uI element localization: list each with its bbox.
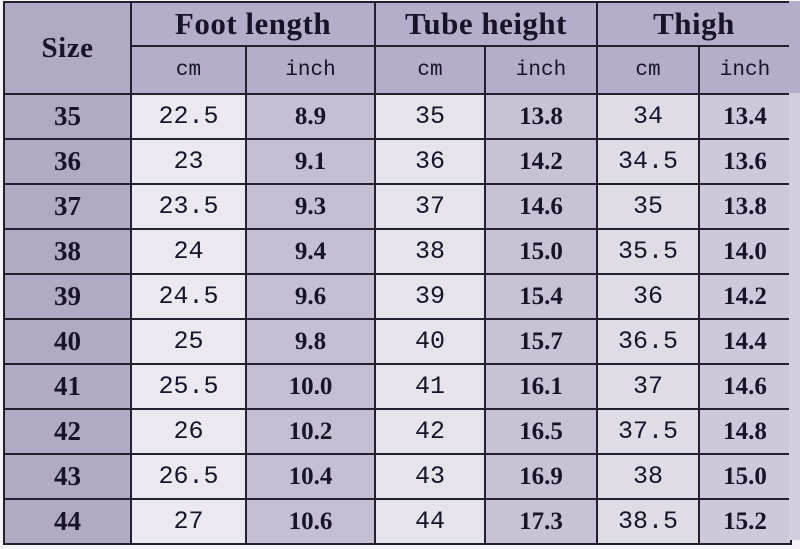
cell-tube-height-cm: 42 (374, 408, 486, 455)
cell-foot-length-cm: 22.5 (130, 93, 247, 140)
cell-tube-height-inch: 16.5 (484, 408, 598, 455)
table-row-size-44: 44 27 10.6 44 17.3 38.5 15.2 (3, 498, 792, 545)
cell-thigh-cm: 35 (596, 183, 700, 230)
cell-foot-length-inch: 9.8 (245, 318, 376, 365)
cell-foot-length-inch: 10.4 (245, 453, 376, 500)
table-row-size-42: 42 26 10.2 42 16.5 37.5 14.8 (3, 408, 792, 455)
column-group-tube-height: Tube height (374, 1, 598, 47)
cell-size: 36 (3, 138, 132, 185)
cell-tube-height-cm: 44 (374, 498, 486, 545)
column-group-thigh: Thigh (596, 1, 792, 47)
cell-thigh-inch: 14.2 (698, 273, 792, 320)
cell-foot-length-inch: 9.6 (245, 273, 376, 320)
cell-foot-length-inch: 9.4 (245, 228, 376, 275)
table-row-size-35: 35 22.5 8.9 35 13.8 34 13.4 (3, 93, 792, 140)
cell-thigh-cm: 34.5 (596, 138, 700, 185)
cell-tube-height-inch: 15.0 (484, 228, 598, 275)
cell-tube-height-inch: 14.6 (484, 183, 598, 230)
cell-tube-height-inch: 17.3 (484, 498, 598, 545)
column-group-foot-length: Foot length (130, 1, 376, 47)
cell-foot-length-cm: 25.5 (130, 363, 247, 410)
cell-thigh-cm: 37.5 (596, 408, 700, 455)
cell-foot-length-inch: 9.3 (245, 183, 376, 230)
cell-thigh-cm: 35.5 (596, 228, 700, 275)
cell-tube-height-inch: 15.4 (484, 273, 598, 320)
cell-tube-height-inch: 13.8 (484, 93, 598, 140)
cell-thigh-cm: 36 (596, 273, 700, 320)
cell-tube-height-cm: 37 (374, 183, 486, 230)
unit-header-tube-inch: inch (484, 45, 598, 95)
unit-header-thigh-cm: cm (596, 45, 700, 95)
cell-foot-length-inch: 10.2 (245, 408, 376, 455)
cell-size: 38 (3, 228, 132, 275)
cell-thigh-cm: 38 (596, 453, 700, 500)
cell-foot-length-cm: 25 (130, 318, 247, 365)
cell-thigh-inch: 15.2 (698, 498, 792, 545)
cell-tube-height-cm: 35 (374, 93, 486, 140)
cell-thigh-inch: 14.6 (698, 363, 792, 410)
cell-thigh-inch: 14.8 (698, 408, 792, 455)
table-row-size-40: 40 25 9.8 40 15.7 36.5 14.4 (3, 318, 792, 365)
unit-header-thigh-inch: inch (698, 45, 792, 95)
cell-tube-height-cm: 43 (374, 453, 486, 500)
header-unit-row: cm inch cm inch cm inch (4, 45, 792, 95)
cell-foot-length-cm: 24 (130, 228, 247, 275)
table-row-size-38: 38 24 9.4 38 15.0 35.5 14.0 (3, 228, 792, 275)
unit-header-foot-cm: cm (130, 45, 247, 95)
cell-size: 39 (3, 273, 132, 320)
table-row-size-41: 41 25.5 10.0 41 16.1 37 14.6 (3, 363, 792, 410)
cell-thigh-inch: 15.0 (698, 453, 792, 500)
cell-tube-height-cm: 39 (374, 273, 486, 320)
cell-tube-height-inch: 14.2 (484, 138, 598, 185)
cell-size: 35 (3, 93, 132, 140)
cell-thigh-inch: 13.4 (698, 93, 792, 140)
cropped-edge-strip (789, 1, 800, 540)
cell-tube-height-cm: 41 (374, 363, 486, 410)
table-row-size-36: 36 23 9.1 36 14.2 34.5 13.6 (3, 138, 792, 185)
cell-size: 42 (3, 408, 132, 455)
column-header-size: Size (3, 1, 132, 95)
cell-tube-height-cm: 36 (374, 138, 486, 185)
cell-foot-length-inch: 9.1 (245, 138, 376, 185)
cell-size: 44 (3, 498, 132, 545)
cell-foot-length-cm: 24.5 (130, 273, 247, 320)
cell-thigh-inch: 13.8 (698, 183, 792, 230)
cell-foot-length-inch: 10.6 (245, 498, 376, 545)
cell-tube-height-inch: 15.7 (484, 318, 598, 365)
cell-tube-height-inch: 16.9 (484, 453, 598, 500)
size-chart-table: Size Foot length Tube height Thigh cm in… (3, 1, 792, 545)
unit-header-tube-cm: cm (374, 45, 486, 95)
cell-thigh-cm: 38.5 (596, 498, 700, 545)
cell-foot-length-cm: 26 (130, 408, 247, 455)
cell-size: 40 (3, 318, 132, 365)
header-group-row: Size Foot length Tube height Thigh (3, 1, 792, 95)
cell-foot-length-inch: 10.0 (245, 363, 376, 410)
cell-tube-height-inch: 16.1 (484, 363, 598, 410)
cell-thigh-inch: 14.0 (698, 228, 792, 275)
cell-size: 43 (3, 453, 132, 500)
cell-foot-length-cm: 27 (130, 498, 247, 545)
cell-tube-height-cm: 38 (374, 228, 486, 275)
cell-foot-length-inch: 8.9 (245, 93, 376, 140)
table-row-size-37: 37 23.5 9.3 37 14.6 35 13.8 (3, 183, 792, 230)
table-row-size-43: 43 26.5 10.4 43 16.9 38 15.0 (3, 453, 792, 500)
cell-thigh-cm: 37 (596, 363, 700, 410)
cell-thigh-inch: 14.4 (698, 318, 792, 365)
cell-foot-length-cm: 23 (130, 138, 247, 185)
cell-foot-length-cm: 23.5 (130, 183, 247, 230)
cell-thigh-cm: 36.5 (596, 318, 700, 365)
cell-thigh-cm: 34 (596, 93, 700, 140)
cell-size: 41 (3, 363, 132, 410)
cell-tube-height-cm: 40 (374, 318, 486, 365)
table-row-size-39: 39 24.5 9.6 39 15.4 36 14.2 (3, 273, 792, 320)
unit-header-foot-inch: inch (245, 45, 376, 95)
cell-thigh-inch: 13.6 (698, 138, 792, 185)
cell-foot-length-cm: 26.5 (130, 453, 247, 500)
cell-size: 37 (3, 183, 132, 230)
